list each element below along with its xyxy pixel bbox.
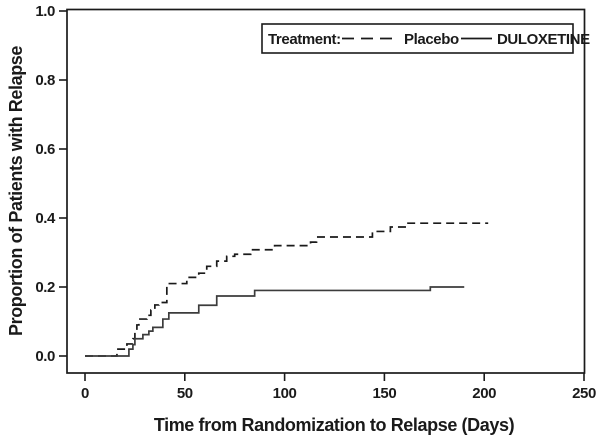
legend-title: Treatment: (268, 31, 341, 48)
legend: Treatment: Placebo DULOXETINE (261, 23, 590, 54)
y-axis-tick-label: 0.0 (35, 348, 55, 365)
x-axis-tick-label: 150 (372, 385, 396, 402)
x-axis-title: Time from Randomization to Relapse (Days… (154, 415, 515, 435)
y-axis-tick-label: 0.2 (35, 279, 55, 296)
y-axis-tick-label: 0.8 (35, 72, 55, 89)
y-axis-tick-label: 0.4 (35, 210, 56, 227)
y-axis-tick-label: 0.6 (35, 141, 55, 158)
x-axis-tick-label: 100 (273, 385, 297, 402)
placebo-curve (85, 222, 489, 357)
x-axis (84, 373, 585, 381)
legend-box (261, 23, 574, 54)
y-axis (59, 10, 67, 357)
legend-label-duloxetine: DULOXETINE (497, 31, 590, 48)
y-axis-tick-label: 1.0 (35, 3, 55, 20)
y-axis-title: Proportion of Patients with Relapse (6, 46, 26, 336)
x-axis-tick-label: 250 (572, 385, 596, 402)
plot-frame (66, 8, 586, 374)
x-axis-tick-label: 200 (472, 385, 496, 402)
x-axis-tick-label: 0 (81, 385, 89, 402)
legend-label-placebo: Placebo (404, 31, 459, 48)
x-axis-tick-label: 50 (177, 385, 193, 402)
duloxetine-curve (85, 286, 465, 357)
